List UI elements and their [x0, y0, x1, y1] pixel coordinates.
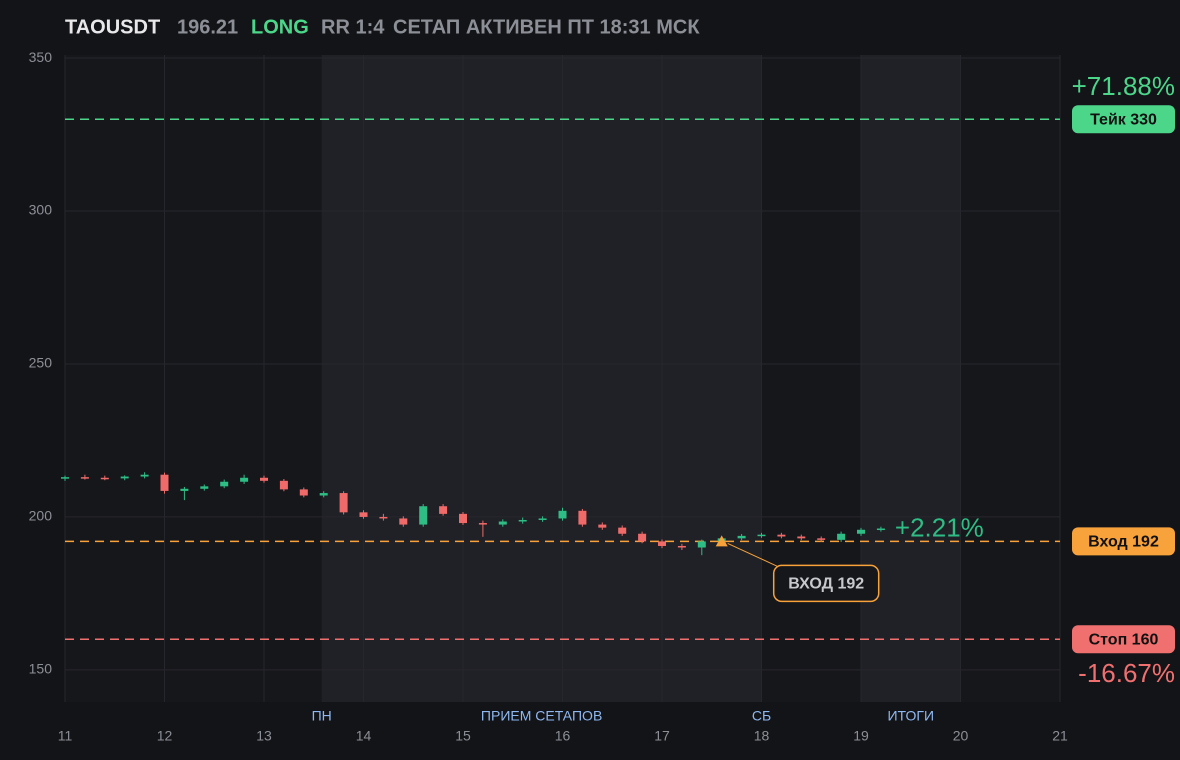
candle-body — [598, 524, 607, 528]
candle-body — [817, 538, 826, 540]
candle-body — [558, 510, 567, 519]
candle-body — [100, 477, 109, 480]
y-tick-label: 200 — [29, 508, 53, 524]
candle-body — [140, 474, 149, 477]
session-label: ИТОГИ — [887, 708, 934, 724]
candle-body — [837, 533, 846, 540]
candle-body — [80, 477, 89, 479]
candle-body — [498, 521, 507, 525]
x-tick-label: 14 — [356, 728, 372, 744]
candle-body — [658, 541, 666, 546]
session-band — [321, 55, 762, 702]
candle-body — [439, 506, 448, 514]
candle-body — [260, 477, 268, 481]
candle-body — [419, 506, 428, 525]
symbol: TAOUSDT — [65, 16, 160, 38]
level-badge — [1072, 105, 1175, 134]
x-tick-label: 12 — [157, 728, 173, 744]
level-change: +71.88% — [1072, 71, 1175, 101]
x-tick-label: 21 — [1052, 728, 1068, 744]
level-change: -16.67% — [1078, 658, 1175, 688]
candle-body — [797, 536, 806, 539]
candle-body — [319, 493, 328, 496]
candle-body — [677, 545, 686, 548]
candle-body — [638, 533, 647, 542]
candle-body — [399, 518, 408, 525]
level-change: +2.21% — [895, 512, 984, 542]
x-tick-label: 11 — [58, 728, 73, 744]
status: СЕТАП АКТИВЕН ПТ 18:31 МСК — [393, 16, 700, 38]
entry-connector — [727, 542, 780, 568]
x-tick-label: 13 — [256, 728, 272, 744]
level-label: Стоп 160 — [1089, 632, 1159, 649]
candle-body — [240, 477, 249, 482]
x-tick-label: 16 — [555, 728, 571, 744]
y-tick-label: 300 — [29, 202, 53, 218]
x-tick-label: 18 — [754, 728, 770, 744]
candle-body — [697, 541, 706, 548]
candle-body — [857, 529, 865, 534]
candle-body — [538, 518, 547, 520]
candle-body — [777, 534, 786, 537]
candle-body — [876, 528, 885, 531]
session-band — [861, 55, 961, 702]
session-label: ПН — [312, 708, 332, 724]
entry-callout — [772, 564, 880, 603]
candle-body — [478, 523, 487, 525]
candle-body — [359, 512, 368, 517]
side: LONG — [251, 16, 309, 38]
level-label: Вход 192 — [1088, 534, 1159, 551]
candle-body — [618, 527, 627, 534]
candle-body — [737, 535, 746, 539]
x-tick-label: 19 — [853, 728, 869, 744]
candle-body — [279, 480, 288, 490]
x-tick-label: 17 — [654, 728, 670, 744]
candle-body — [379, 516, 388, 519]
candle-body — [757, 534, 766, 537]
x-tick-label: 20 — [953, 728, 969, 744]
candle-body — [459, 513, 467, 524]
candle-body — [578, 510, 587, 525]
risk-reward: RR 1:4 — [321, 16, 385, 38]
price: 196.21 — [177, 16, 238, 38]
session-label: ПРИЕМ СЕТАПОВ — [481, 708, 602, 724]
session-label: СБ — [752, 708, 771, 724]
level-badge — [1072, 625, 1175, 654]
candle-body — [299, 489, 308, 496]
candle-body — [61, 477, 69, 479]
x-tick-label: 15 — [455, 728, 471, 744]
candle-body — [120, 476, 129, 479]
candle-body — [160, 474, 169, 491]
candle-body — [180, 488, 189, 491]
y-tick-label: 150 — [29, 661, 53, 677]
candle-body — [339, 493, 348, 513]
candle-body — [200, 486, 209, 489]
y-tick-label: 250 — [29, 355, 53, 371]
level-label: Тейк 330 — [1090, 111, 1157, 128]
entry-marker — [715, 535, 728, 547]
entry-callout-label: ВХОД 192 — [788, 576, 864, 593]
y-tick-label: 350 — [29, 49, 53, 65]
candle-body — [518, 519, 527, 522]
candle-body — [220, 481, 229, 487]
level-badge — [1072, 527, 1175, 556]
